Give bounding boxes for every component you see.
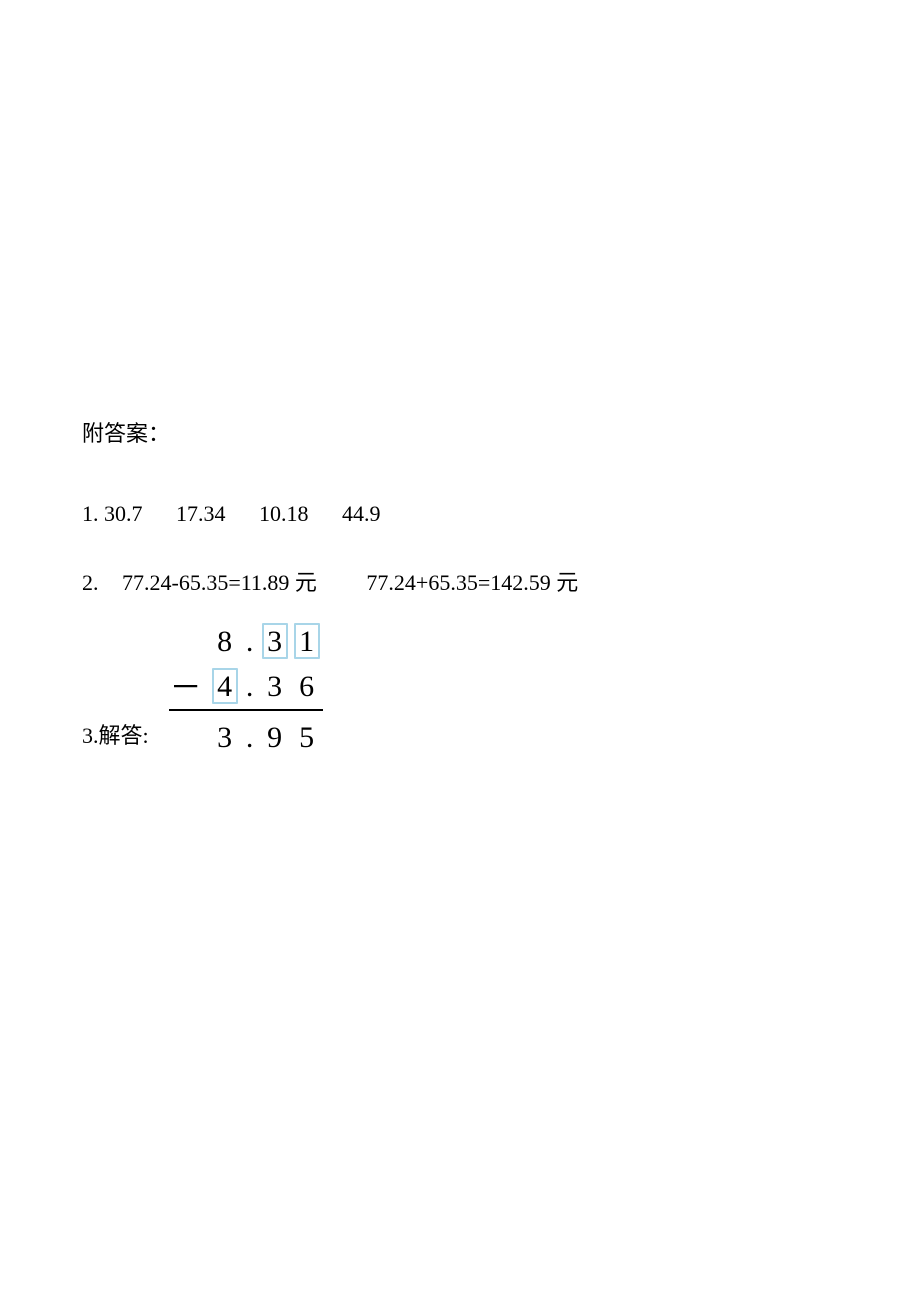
top-digit-3-wrap: 1 xyxy=(291,619,323,664)
answer-header: 附答案： xyxy=(82,410,578,458)
answer-2-label: 2. xyxy=(82,570,99,595)
answer-2: 2. 77.24-65.35=11.89 元 77.24+65.35=142.5… xyxy=(82,559,578,607)
answer-2-expr-2: 77.24+65.35=142.59 元 xyxy=(366,570,578,595)
subtraction-result-row: 3 . 9 5 xyxy=(169,715,323,760)
result-digit-1: 3 xyxy=(209,715,241,760)
mid-dot: . xyxy=(241,664,259,709)
mid-digit-1-wrap: 4 xyxy=(209,664,241,709)
result-digit-3: 5 xyxy=(291,715,323,760)
answer-1-val-1: 17.34 xyxy=(176,501,226,526)
result-dot: . xyxy=(241,715,259,760)
answer-content: 附答案： 1. 30.7 17.34 10.18 44.9 2. 77.24-6… xyxy=(82,410,578,760)
top-digit-3-boxed: 1 xyxy=(294,623,320,659)
top-digit-2-wrap: 3 xyxy=(259,619,291,664)
top-digit-1: 8 xyxy=(209,619,241,664)
answer-3: 3.解答: 8 . 3 1 － 4 . 3 6 3 . 9 5 xyxy=(82,619,578,760)
top-digit-2-boxed: 3 xyxy=(262,623,288,659)
subtraction-middle-row: － 4 . 3 6 xyxy=(169,664,323,709)
answer-1-val-0: 30.7 xyxy=(104,501,143,526)
minus-sign: － xyxy=(169,663,209,711)
answer-1: 1. 30.7 17.34 10.18 44.9 xyxy=(82,490,578,538)
answer-2-expr-1: 77.24-65.35=11.89 元 xyxy=(122,570,317,595)
answer-1-val-3: 44.9 xyxy=(342,501,381,526)
answer-1-label: 1. xyxy=(82,501,99,526)
mid-digit-3: 6 xyxy=(291,664,323,709)
answer-3-label: 3.解答: xyxy=(82,712,149,760)
top-dot: . xyxy=(241,619,259,664)
result-digit-2: 9 xyxy=(259,715,291,760)
subtraction-work: 8 . 3 1 － 4 . 3 6 3 . 9 5 xyxy=(169,619,323,760)
mid-digit-1-boxed: 4 xyxy=(212,668,238,704)
subtraction-top-row: 8 . 3 1 xyxy=(169,619,323,664)
answer-1-val-2: 10.18 xyxy=(259,501,309,526)
mid-digit-2: 3 xyxy=(259,664,291,709)
